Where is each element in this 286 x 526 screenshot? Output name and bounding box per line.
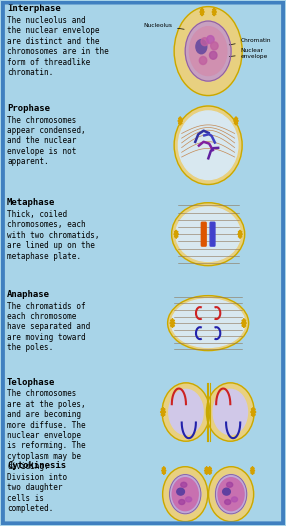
Polygon shape — [178, 117, 182, 125]
Text: Chromatin: Chromatin — [229, 37, 271, 45]
Ellipse shape — [231, 497, 238, 502]
Ellipse shape — [186, 497, 192, 502]
Ellipse shape — [218, 478, 244, 511]
Ellipse shape — [215, 474, 247, 514]
Text: Anaphase: Anaphase — [7, 290, 50, 299]
Polygon shape — [212, 8, 217, 16]
Text: Interphase: Interphase — [7, 4, 61, 13]
Ellipse shape — [223, 488, 230, 495]
Polygon shape — [200, 8, 204, 16]
Ellipse shape — [181, 482, 187, 487]
Ellipse shape — [185, 21, 231, 81]
Text: The chromosomes
appear condensed,
and the nuclear
envelope is not
apparent.: The chromosomes appear condensed, and th… — [7, 116, 86, 166]
Ellipse shape — [174, 106, 242, 185]
Polygon shape — [160, 407, 166, 417]
Polygon shape — [234, 117, 238, 125]
Ellipse shape — [210, 42, 218, 50]
Ellipse shape — [170, 474, 201, 514]
Text: The chromosomes
are at the poles,
and are becoming
more diffuse. The
nuclear env: The chromosomes are at the poles, and ar… — [7, 389, 86, 471]
Ellipse shape — [206, 383, 254, 441]
Polygon shape — [250, 467, 255, 475]
Ellipse shape — [199, 56, 207, 65]
Polygon shape — [174, 230, 178, 238]
Polygon shape — [238, 230, 243, 238]
Ellipse shape — [174, 7, 242, 96]
Text: Nucleolus: Nucleolus — [143, 23, 184, 29]
Polygon shape — [162, 467, 166, 475]
Ellipse shape — [227, 482, 233, 487]
Polygon shape — [204, 467, 209, 475]
Text: Prophase: Prophase — [7, 104, 50, 113]
Text: Nuclear
envelope: Nuclear envelope — [229, 48, 268, 59]
Text: Division into
two daughter
cells is
completed.: Division into two daughter cells is comp… — [7, 473, 67, 513]
Polygon shape — [207, 467, 212, 475]
Text: Cytokinesis: Cytokinesis — [7, 461, 66, 470]
Ellipse shape — [163, 467, 208, 522]
Ellipse shape — [177, 488, 184, 495]
Ellipse shape — [169, 389, 203, 435]
FancyBboxPatch shape — [201, 222, 206, 246]
Ellipse shape — [176, 207, 241, 261]
Ellipse shape — [207, 36, 214, 44]
Text: The nucleolus and
the nuclear envelope
are distinct and the
chromosomes are in t: The nucleolus and the nuclear envelope a… — [7, 16, 109, 77]
Ellipse shape — [208, 467, 254, 522]
Polygon shape — [241, 318, 246, 328]
Ellipse shape — [201, 38, 208, 46]
Ellipse shape — [213, 389, 247, 435]
Ellipse shape — [196, 39, 207, 54]
Text: Telophase: Telophase — [7, 378, 55, 387]
Ellipse shape — [189, 27, 227, 76]
Polygon shape — [251, 407, 256, 417]
FancyBboxPatch shape — [210, 222, 215, 246]
Ellipse shape — [179, 500, 185, 504]
Text: The chromatids of
each chromosome
have separated and
are moving toward
the poles: The chromatids of each chromosome have s… — [7, 301, 90, 352]
Ellipse shape — [172, 203, 245, 266]
Ellipse shape — [178, 111, 238, 179]
Ellipse shape — [171, 299, 245, 348]
Ellipse shape — [210, 51, 217, 59]
Ellipse shape — [168, 296, 249, 350]
Ellipse shape — [172, 478, 198, 511]
Ellipse shape — [225, 500, 231, 504]
Text: Thick, coiled
chromosomes, each
with two chromatids,
are lined up on the
metapha: Thick, coiled chromosomes, each with two… — [7, 210, 100, 260]
Ellipse shape — [162, 383, 210, 441]
Polygon shape — [170, 318, 175, 328]
Text: Metaphase: Metaphase — [7, 198, 55, 207]
